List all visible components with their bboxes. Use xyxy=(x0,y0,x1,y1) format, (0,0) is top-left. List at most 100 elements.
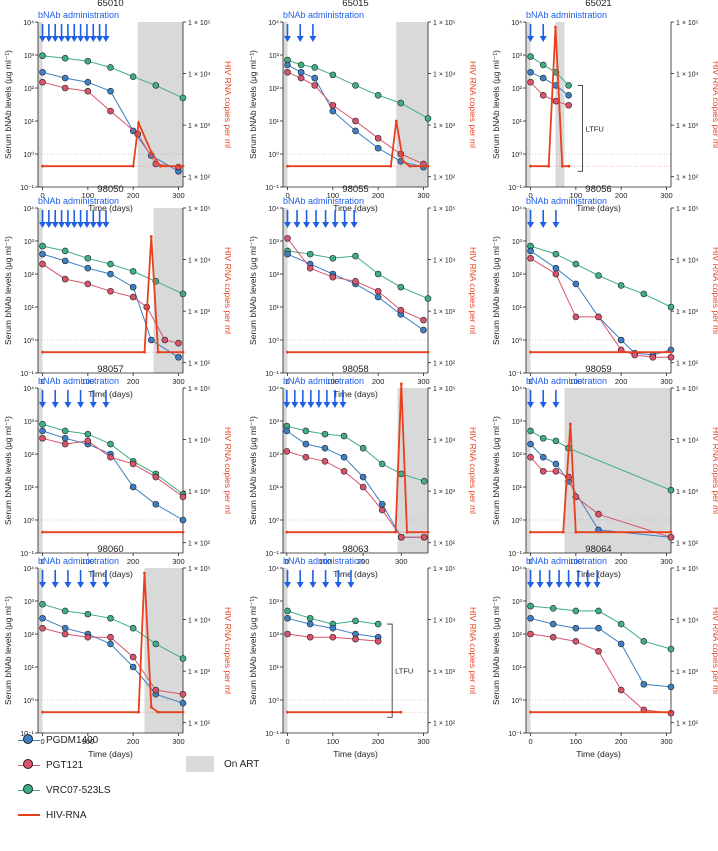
legend: PGDM1400 PGT121 VRC07-523LS HIV-RNA On A… xyxy=(18,732,338,842)
pgt121-point xyxy=(552,270,560,278)
dose-arrow-head xyxy=(64,402,72,408)
y2-tick-label: 1 × 10⁵ xyxy=(433,566,456,573)
y2-tick-label: 1 × 10² xyxy=(433,541,456,548)
dose-arrow-head xyxy=(309,582,317,588)
dose-arrow-head xyxy=(58,36,66,42)
y-tick-label: 10⁰ xyxy=(511,517,522,525)
hiv-rna-point xyxy=(561,530,565,534)
dose-arrow-head xyxy=(296,36,304,42)
art-shading xyxy=(526,22,531,187)
y2-tick-label: 1 × 10³ xyxy=(433,669,456,676)
dose-arrow-head xyxy=(51,36,59,42)
legend-item-pgt121: PGT121 xyxy=(18,757,83,773)
y2-tick-label: 1 × 10⁴ xyxy=(188,258,211,265)
x-tick-label: 200 xyxy=(615,557,628,566)
art-shading xyxy=(283,208,288,373)
y-tick-label: 10⁰ xyxy=(511,151,522,159)
pgdm1400-point xyxy=(284,614,291,622)
hiv-rna-point xyxy=(143,350,146,354)
pgt121-line xyxy=(42,437,184,498)
y-tick-label: 10⁰ xyxy=(23,697,34,705)
art-shading xyxy=(38,388,43,553)
vrc07-523ls-point xyxy=(306,614,314,622)
pgdm1400-point xyxy=(175,353,182,361)
hiv-rna-point xyxy=(529,164,532,168)
dose-arrow-head xyxy=(341,222,349,228)
y-tick-label: 10¹ xyxy=(269,485,280,492)
y2-tick-label: 1 × 10³ xyxy=(676,123,699,130)
pgt121-point xyxy=(129,653,137,661)
pgt121-point xyxy=(39,260,46,268)
pgt121-point xyxy=(572,313,580,321)
dose-arrow-head xyxy=(296,582,304,588)
hiv-rna-point xyxy=(389,164,393,168)
hiv-rna-point xyxy=(286,164,289,168)
pgdm1400-point xyxy=(284,61,291,69)
y-tick-label: 10⁰ xyxy=(268,517,279,525)
bnab-admin-label: bNAb administration xyxy=(283,196,364,206)
pgdm1400-point xyxy=(129,283,137,291)
dose-arrow-head xyxy=(96,222,104,228)
y2-tick-label: 1 × 10⁵ xyxy=(433,20,456,27)
y2-tick-label: 1 × 10² xyxy=(188,175,211,182)
dose-arrow-head xyxy=(347,582,355,588)
dose-arrow-head xyxy=(291,402,299,408)
pgt121-point xyxy=(420,533,428,541)
y2-tick-label: 1 × 10³ xyxy=(188,489,211,496)
bnab-admin-label: bNAb administration xyxy=(526,196,607,206)
hiv-rna-point xyxy=(137,710,140,714)
hiv-rna-point xyxy=(149,150,153,154)
pgdm1400-point xyxy=(61,434,69,442)
y-tick-label: 10² xyxy=(269,632,280,639)
y2-tick-label: 1 × 10² xyxy=(433,721,456,728)
y2-axis-label: HIV RNA copies per ml xyxy=(711,61,718,148)
y2-tick-label: 1 × 10⁵ xyxy=(188,386,211,393)
pgt121-line xyxy=(530,633,672,714)
pgt121-point xyxy=(539,467,547,475)
pgdm1400-point xyxy=(539,74,547,82)
y-tick-label: 10¹ xyxy=(24,485,35,492)
vrc07-523ls-point xyxy=(352,252,359,260)
hiv-rna-point xyxy=(149,705,153,709)
y2-tick-label: 1 × 10³ xyxy=(676,309,699,316)
x-axis-label: Time (days) xyxy=(333,389,378,399)
pgdm1400-point xyxy=(61,257,69,265)
pgdm1400-point xyxy=(617,336,625,344)
y-tick-label: 10⁴ xyxy=(268,566,279,573)
y-tick-label: 10⁰ xyxy=(268,151,279,159)
panel-title: 98064 xyxy=(585,544,611,555)
hiv-rna-point xyxy=(574,530,578,534)
panel-title: 65010 xyxy=(97,0,123,9)
vrc07-523ls-point xyxy=(152,82,160,89)
on-art-swatch xyxy=(186,756,214,772)
pgt121-point xyxy=(84,280,92,288)
y2-tick-label: 1 × 10² xyxy=(188,361,211,368)
dose-arrow-head xyxy=(39,36,47,42)
y-tick-label: 10¹ xyxy=(512,119,523,126)
hiv-rna-point xyxy=(181,164,185,168)
vrc07-523ls-point xyxy=(640,290,648,298)
x-tick-label: 300 xyxy=(417,737,430,746)
pgt121-point xyxy=(527,630,534,638)
dose-arrow-head xyxy=(350,222,358,228)
y2-tick-label: 1 × 10² xyxy=(676,721,699,728)
y-tick-label: 10⁰ xyxy=(511,697,522,705)
vrc07-523ls-point xyxy=(39,420,46,428)
y2-axis-label: HIV RNA copies per ml xyxy=(223,247,233,334)
y-tick-label: 10³ xyxy=(269,53,280,60)
pgt121-point xyxy=(595,647,602,655)
y2-axis-label: HIV RNA copies per ml xyxy=(711,607,718,694)
pgdm1400-point xyxy=(359,473,367,481)
y2-tick-label: 1 × 10⁴ xyxy=(676,438,699,445)
vrc07-523ls-point xyxy=(84,57,92,65)
dose-arrow-head xyxy=(299,402,307,408)
x-tick-label: 200 xyxy=(372,377,385,386)
pgdm1400-point xyxy=(549,620,557,628)
vrc07-523ls-point xyxy=(552,250,560,258)
dose-arrow-head xyxy=(283,402,291,408)
y2-axis-label: HIV RNA copies per ml xyxy=(223,427,233,514)
pgt121-point xyxy=(617,686,625,694)
ltfu-label: LTFU xyxy=(586,124,604,133)
vrc07-523ls-point xyxy=(321,430,329,438)
y2-tick-label: 1 × 10⁴ xyxy=(676,72,699,79)
